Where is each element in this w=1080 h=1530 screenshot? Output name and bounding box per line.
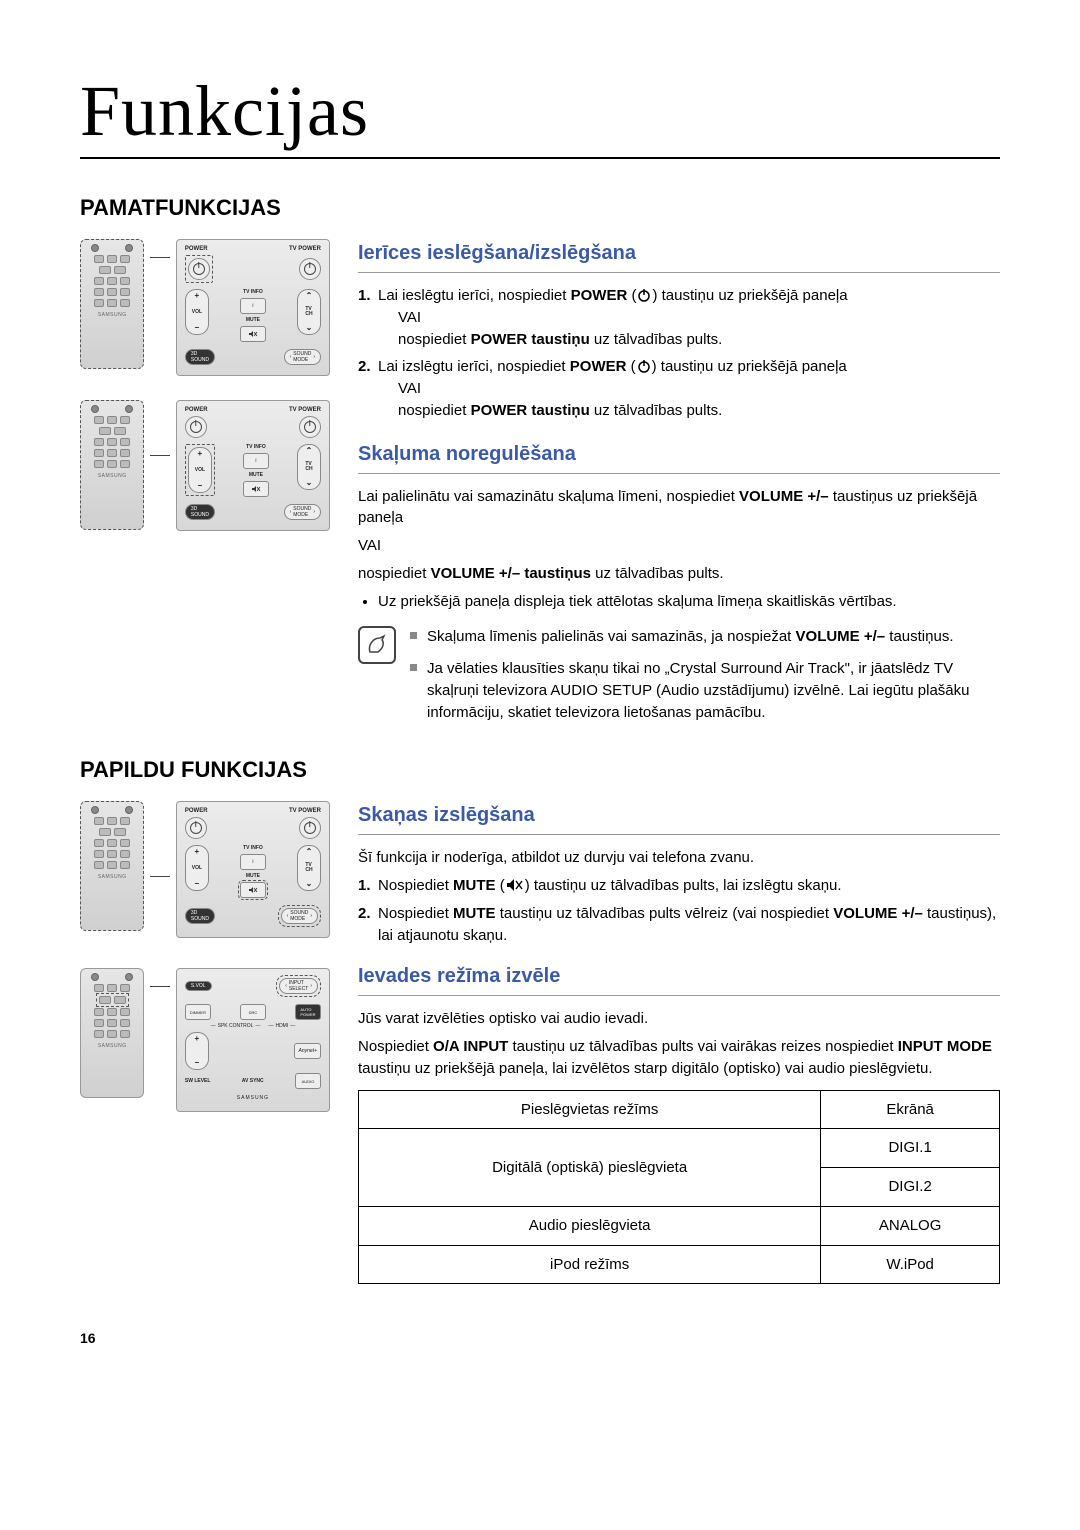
note-1: Skaļuma līmenis palielinās vai samazinās… (410, 626, 1000, 648)
power-step-2: Lai izslēgtu ierīci, nospiediet POWER ()… (358, 356, 1000, 421)
power-step-1: Lai ieslēgtu ierīci, nospiediet POWER ()… (358, 285, 1000, 350)
note-icon (358, 626, 396, 664)
power-icon (637, 358, 651, 372)
mute-button-icon (240, 326, 266, 342)
input-text-1: Jūs varat izvēlēties optisko vai audio i… (358, 1008, 1000, 1030)
table-row-digital: Digitālā (optiskā) pieslēgvieta (359, 1129, 821, 1207)
mute-step-1: Nospiediet MUTE () taustiņu uz tālvadība… (358, 875, 1000, 897)
table-row-ipod: iPod režīms (359, 1245, 821, 1284)
remote-illustration-power: SAMSUNG POWER TV POWER (80, 239, 330, 376)
mute-step-2: Nospiediet MUTE taustiņu uz tālvadības p… (358, 903, 1000, 947)
mute-heading: Skaņas izslēgšana (358, 801, 1000, 835)
table-header-screen: Ekrānā (821, 1090, 1000, 1129)
power-icon (637, 287, 651, 301)
table-row-audio: Audio pieslēgvieta (359, 1206, 821, 1245)
extra-functions-title: PAPILDU FUNKCIJAS (80, 757, 1000, 783)
remote-illustration-input: SAMSUNG S.VOL ‹INPUT SELECT› DIMMER DRC … (80, 968, 330, 1112)
basic-functions-title: PAMATFUNKCIJAS (80, 195, 1000, 221)
input-mode-table: Pieslēgvietas režīms Ekrānā Digitālā (op… (358, 1090, 1000, 1285)
volume-bullet: Uz priekšējā paneļa displeja tiek attēlo… (378, 591, 1000, 613)
input-text-2: Nospiediet O/A INPUT taustiņu uz tālvadī… (358, 1036, 1000, 1080)
remote-illustration-volume: SAMSUNG POWER TV POWER +VOL− (80, 400, 330, 531)
mute-icon (506, 878, 524, 892)
page-title: Funkcijas (80, 70, 1000, 159)
volume-text-2: nospiediet VOLUME +/– taustiņus uz tālva… (358, 563, 1000, 585)
power-heading: Ierīces ieslēgšana/izslēgšana (358, 239, 1000, 273)
power-button-icon (188, 258, 210, 280)
input-heading: Ievades režīma izvēle (358, 962, 1000, 996)
table-header-mode: Pieslēgvietas režīms (359, 1090, 821, 1129)
page-number: 16 (80, 1330, 1000, 1346)
note-2: Ja vēlaties klausīties skaņu tikai no „C… (410, 658, 1000, 723)
volume-heading: Skaļuma noregulēšana (358, 440, 1000, 474)
mute-intro: Šī funkcija ir noderīga, atbildot uz dur… (358, 847, 1000, 869)
volume-text-1: Lai palielinātu vai samazinātu skaļuma l… (358, 486, 1000, 530)
tv-power-button-icon (299, 258, 321, 280)
remote-illustration-mute: SAMSUNG POWER TV POWER +VOL− (80, 801, 330, 938)
